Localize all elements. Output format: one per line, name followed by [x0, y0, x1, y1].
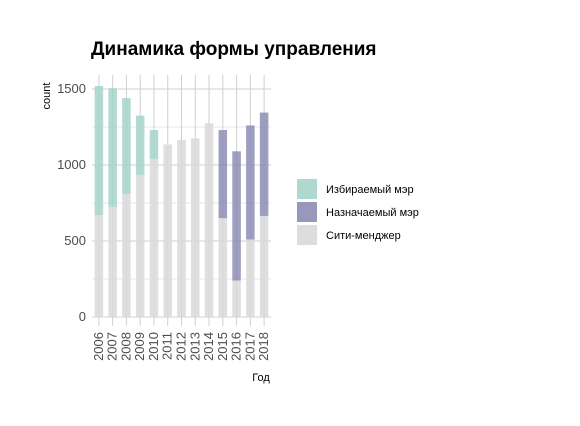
x-tick-label: 2010: [146, 332, 161, 361]
y-axis-title: count: [41, 83, 53, 110]
bar-segment: [122, 193, 131, 317]
bars: [94, 85, 269, 317]
legend-swatch: [297, 202, 317, 222]
bar-segment: [232, 280, 241, 317]
x-tick-label: 2012: [174, 332, 189, 361]
bar-segment: [232, 151, 241, 281]
legend: Избираемый мэр Назначаемый мэр Сити-мендже…: [297, 179, 419, 245]
y-tick-label: 500: [64, 233, 86, 248]
y-tick-label: 1500: [57, 81, 86, 96]
legend-swatch: [297, 179, 317, 199]
legend-label: Назначаемый мэр: [326, 207, 419, 219]
chart-title: Динамика формы управления: [91, 39, 377, 60]
bar-segment: [204, 123, 214, 317]
bar-segment: [108, 88, 117, 207]
bar-segment: [177, 139, 186, 317]
x-tick-label: 2011: [160, 332, 175, 360]
bar-segment: [246, 125, 255, 240]
x-tick-labels: 2006200720082009201020112012201320142015…: [91, 332, 271, 361]
legend-label: Сити-менджер: [326, 230, 401, 242]
bar-segment: [149, 130, 159, 159]
bar-segment: [246, 239, 255, 317]
x-tick-label: 2015: [215, 332, 230, 361]
x-tick-label: 2018: [256, 332, 271, 361]
bar-segment: [149, 158, 159, 317]
bar-segment: [191, 138, 200, 317]
x-axis-title: Год: [252, 372, 270, 384]
y-tick-labels: 0 500 1000 1500: [57, 81, 86, 324]
bar-segment: [94, 85, 104, 216]
y-tick-label: 1000: [57, 157, 86, 172]
bar-segment: [259, 112, 269, 216]
legend-label: Избираемый мэр: [326, 184, 414, 196]
bar-segment: [163, 144, 172, 317]
x-tick-label: 2007: [105, 332, 120, 361]
bar-segment: [218, 218, 228, 317]
bar-segment: [108, 206, 117, 317]
bar-segment: [122, 98, 131, 194]
y-tick-label: 0: [79, 309, 86, 324]
x-tick-label: 2014: [201, 332, 216, 361]
bar-segment: [94, 215, 104, 317]
bar-segment: [218, 130, 228, 219]
x-tick-label: 2009: [132, 332, 147, 361]
bar-segment: [135, 174, 145, 317]
bar-segment: [135, 115, 145, 175]
x-tick-label: 2013: [187, 332, 202, 361]
bar-segment: [259, 215, 269, 317]
x-tick-label: 2008: [118, 332, 133, 361]
x-tick-label: 2006: [91, 332, 106, 361]
legend-swatch: [297, 225, 317, 245]
x-tick-label: 2017: [242, 332, 257, 361]
x-tick-label: 2016: [229, 332, 244, 361]
